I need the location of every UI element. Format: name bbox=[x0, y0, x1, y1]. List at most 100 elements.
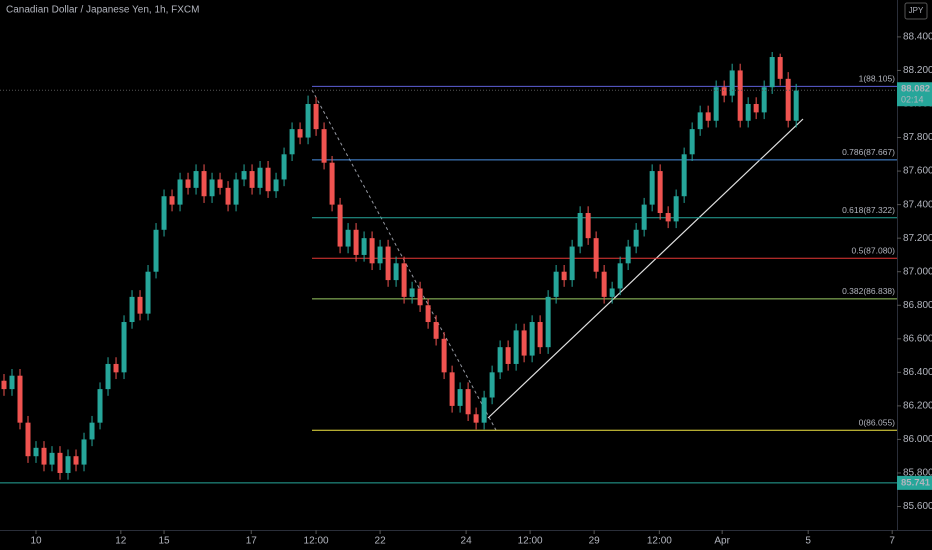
candle-body bbox=[785, 78, 791, 121]
y-tick-label: 87.600 bbox=[903, 166, 932, 177]
candle-body bbox=[297, 129, 303, 138]
candle-body bbox=[769, 57, 775, 88]
x-tick-label: 12:00 bbox=[518, 536, 543, 547]
candle-body bbox=[625, 246, 631, 264]
candle-body bbox=[209, 179, 215, 197]
candle-body bbox=[161, 196, 167, 230]
y-tick-label: 86.400 bbox=[903, 367, 932, 378]
candle-body bbox=[113, 363, 119, 373]
candle-body bbox=[673, 196, 679, 222]
candle-body bbox=[401, 263, 407, 297]
candle-body bbox=[225, 187, 231, 205]
candle-body bbox=[641, 204, 647, 230]
candle-body bbox=[473, 414, 479, 423]
candle-body bbox=[481, 397, 487, 423]
currency-label: JPY bbox=[909, 6, 924, 15]
candle-body bbox=[25, 422, 31, 457]
x-tick-label: 12:00 bbox=[647, 536, 672, 547]
y-tick-label: 86.200 bbox=[903, 401, 932, 412]
candle-body bbox=[193, 171, 199, 188]
candle-body bbox=[201, 171, 207, 197]
candle-body bbox=[361, 238, 367, 255]
candle-body bbox=[705, 112, 711, 121]
fib-level-label: 1(88.105) bbox=[859, 74, 896, 84]
candle-body bbox=[337, 204, 343, 247]
candle-body bbox=[465, 389, 471, 415]
candle-body bbox=[145, 271, 151, 314]
candle-body bbox=[1, 380, 7, 390]
candle-body bbox=[553, 271, 559, 297]
candle-body bbox=[313, 103, 319, 130]
candle-body bbox=[385, 246, 391, 281]
x-tick-label: 22 bbox=[375, 536, 387, 547]
candle-body bbox=[121, 322, 127, 373]
candle-body bbox=[737, 70, 743, 121]
candle-body bbox=[545, 296, 551, 348]
fib-level-label: 0.786(87.667) bbox=[842, 147, 895, 157]
candle-body bbox=[633, 229, 639, 247]
candle-body bbox=[169, 196, 175, 205]
y-tick-label: 87.400 bbox=[903, 199, 932, 210]
countdown-label: 02:14 bbox=[901, 95, 924, 105]
candle-body bbox=[489, 372, 495, 398]
last-price-label: 88.082 bbox=[901, 84, 930, 95]
y-tick-label: 87.800 bbox=[903, 132, 932, 143]
candle-body bbox=[105, 363, 111, 390]
candle-body bbox=[265, 167, 271, 192]
x-tick-label: 15 bbox=[158, 536, 170, 547]
last-price-box bbox=[897, 82, 932, 107]
candle-body bbox=[409, 288, 415, 297]
candle-body bbox=[65, 456, 71, 473]
candle-body bbox=[353, 229, 359, 255]
candle-body bbox=[433, 322, 439, 339]
candle-body bbox=[713, 87, 719, 121]
trend-line bbox=[487, 118, 804, 419]
candle-body bbox=[697, 112, 703, 130]
x-tick-label: 5 bbox=[805, 536, 811, 547]
candle-body bbox=[425, 305, 431, 323]
candle-body bbox=[729, 70, 735, 96]
x-tick-label: 29 bbox=[589, 536, 601, 547]
candle-body bbox=[217, 179, 223, 188]
y-tick-label: 87.000 bbox=[903, 266, 932, 277]
candle-body bbox=[577, 213, 583, 247]
candle-body bbox=[585, 213, 591, 239]
candle-body bbox=[393, 263, 399, 281]
x-tick-label: 10 bbox=[30, 536, 42, 547]
x-tick-label: 17 bbox=[246, 536, 258, 547]
marked-level-box bbox=[897, 475, 932, 490]
candle-body bbox=[345, 229, 351, 247]
candle-body bbox=[257, 167, 263, 188]
candle-body bbox=[329, 162, 335, 205]
currency-box bbox=[904, 2, 928, 20]
y-tick-label: 85.800 bbox=[903, 468, 932, 479]
y-tick-label: 86.000 bbox=[903, 434, 932, 445]
candle-body bbox=[137, 296, 143, 314]
candle-body bbox=[129, 296, 135, 323]
candle-body bbox=[593, 238, 599, 272]
candle-body bbox=[601, 271, 607, 297]
candle-body bbox=[233, 179, 239, 205]
candle-body bbox=[457, 389, 463, 406]
y-tick-label: 88.400 bbox=[903, 32, 932, 43]
candle-body bbox=[569, 246, 575, 281]
candle-body bbox=[721, 87, 727, 96]
candle-body bbox=[449, 372, 455, 406]
candle-body bbox=[241, 171, 247, 180]
marked-level-label: 85.741 bbox=[901, 477, 931, 488]
y-tick-label: 87.200 bbox=[903, 233, 932, 244]
candle-body bbox=[745, 103, 751, 121]
candle-body bbox=[761, 87, 767, 113]
fib-level-label: 0.618(87.322) bbox=[842, 205, 895, 215]
candle-body bbox=[689, 129, 695, 155]
candle-body bbox=[513, 330, 519, 364]
candle-body bbox=[73, 456, 79, 465]
candle-body bbox=[609, 288, 615, 297]
y-tick-label: 88.200 bbox=[903, 65, 932, 76]
candle-body bbox=[49, 452, 55, 465]
candle-body bbox=[281, 154, 287, 180]
candle-body bbox=[153, 229, 159, 272]
candle-body bbox=[249, 171, 255, 188]
candle-body bbox=[97, 389, 103, 423]
